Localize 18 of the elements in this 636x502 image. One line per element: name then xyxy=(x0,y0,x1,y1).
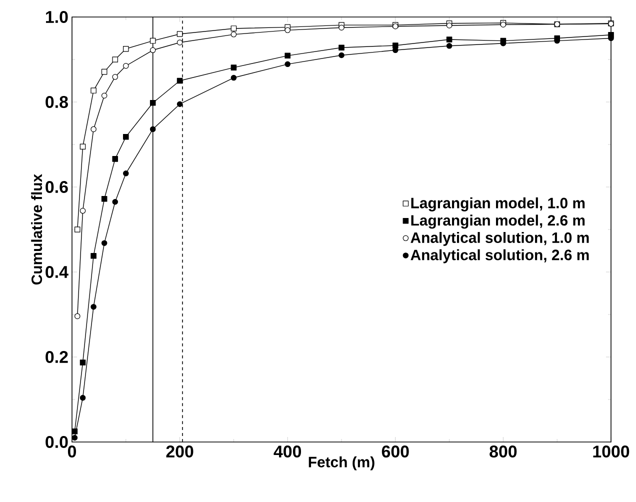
y-tick-label: 0.4 xyxy=(46,266,68,278)
legend-label: Analytical solution, 2.6 m xyxy=(410,249,589,264)
legend-label: Lagrangian model, 2.6 m xyxy=(411,214,585,229)
y-axis-title: Cumulative flux xyxy=(31,174,42,285)
x-tick-label: 200 xyxy=(166,446,194,458)
x-tick-label: 1000 xyxy=(593,446,630,458)
legend-label: Lagrangian model, 1.0 m xyxy=(411,197,585,212)
x-tick-label: 0 xyxy=(68,446,76,458)
y-tick-label: 0.0 xyxy=(46,436,68,448)
x-tick-label: 600 xyxy=(382,446,409,458)
y-tick-label: 0.6 xyxy=(46,181,68,193)
x-tick-label: 800 xyxy=(490,446,517,458)
x-tick-label: 400 xyxy=(274,446,302,458)
y-tick-label: 1.0 xyxy=(46,11,68,23)
legend-label: Analytical solution, 1.0 m xyxy=(410,232,589,246)
y-tick-label: 0.8 xyxy=(46,96,68,108)
y-tick-label: 0.2 xyxy=(46,351,68,363)
x-axis-title: Fetch (m) xyxy=(308,456,374,470)
